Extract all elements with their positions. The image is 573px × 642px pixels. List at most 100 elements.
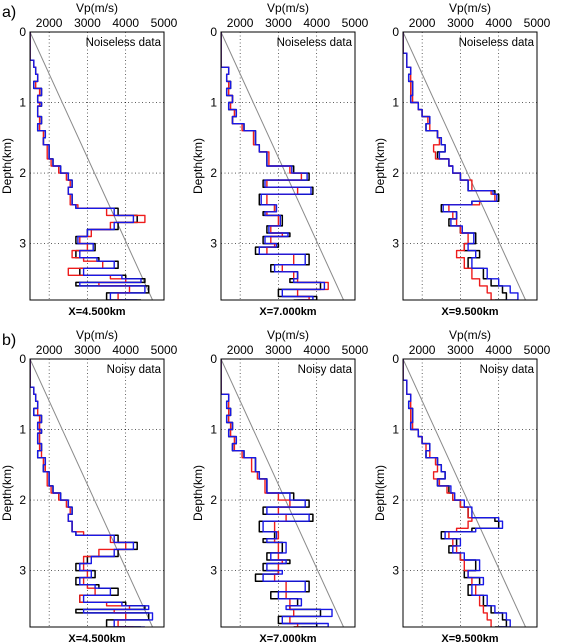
- panel-2-2-xtick-label-1: 3000: [265, 343, 292, 357]
- panel-2-2-annotation: Noisy data: [298, 364, 353, 376]
- panel-1-2-ytick-label-0: 0: [210, 25, 217, 39]
- panel-2-3-ylabel: Depth(km): [373, 465, 387, 521]
- panel-2-1-series-initial_inversion: [30, 359, 134, 627]
- panel-1-2-annotation: Noiseless data: [277, 37, 353, 49]
- panel-1-3-annotation: Noiseless data: [459, 37, 535, 49]
- panel-2-3-location-label: X=9.500km: [441, 633, 498, 642]
- panel-2-1-ytick-label-2: 2: [19, 493, 26, 507]
- panel-2-2-ytick-label-0: 0: [210, 352, 217, 366]
- panel-1-1-ytick-label-1: 1: [19, 96, 26, 110]
- panel-2-3-series-final_inversion: [403, 359, 511, 627]
- panel-grid: 2000 3000 4000 5000Vp(m/s)0123Depth(km)Nois…: [0, 1, 551, 642]
- panel-1-3-xtick-label-1: 3000: [447, 16, 474, 30]
- panel-2-1-frame: [29, 358, 165, 628]
- panel-2-1-xtick-label-1: 3000: [74, 343, 101, 357]
- panel-2-3-frame: [402, 358, 538, 628]
- panel-2-1-reference-line: [30, 359, 153, 627]
- panel-1-2-ytick-label-3: 3: [210, 237, 217, 251]
- panel-1-3-reference-line: [403, 32, 526, 300]
- panel-2-3-xlabel: Vp(m/s): [449, 328, 491, 342]
- panel-1-1-ytick-label-0: 0: [19, 25, 26, 39]
- panel-1-2-xtick-label-1: 3000: [265, 16, 292, 30]
- panel-2-3-ytick-label-1: 1: [392, 423, 399, 437]
- panel-1-2-xtick-label-0: 2000: [227, 16, 254, 30]
- panel-2-3-ytick-label-2: 2: [392, 493, 399, 507]
- panel-1-2-xlabel: Vp(m/s): [267, 1, 309, 15]
- panel-1-1-xtick-label-3: 5000: [151, 16, 178, 30]
- row-label-a: a): [2, 4, 16, 21]
- panel-2-3-annotation: Noisy data: [480, 364, 535, 376]
- panel-1-1: 2000 3000 4000 5000 Vp(m/s) 0 1 2 3 Depth(km) Nois…: [0, 1, 178, 318]
- panel-2-1-location-label: X=4.500km: [68, 633, 125, 642]
- panel-1-3-xlabel: Vp(m/s): [449, 1, 491, 15]
- panel-2-2-ylabel: Depth(km): [191, 465, 205, 521]
- panel-1-1-xtick-label-1: 3000: [74, 16, 101, 30]
- panel-2-1-ytick-label-1: 1: [19, 423, 26, 437]
- panel-1-3-xtick-label-3: 5000: [524, 16, 551, 30]
- panel-1-3-ytick-label-0: 0: [392, 25, 399, 39]
- panel-1-1-annotation: Noiseless data: [86, 37, 162, 49]
- panel-1-1-series-true_model: [30, 32, 150, 300]
- panel-1-2-series-final_inversion: [221, 32, 326, 300]
- panel-2-3-ytick-label-0: 0: [392, 352, 399, 366]
- panel-2-3-xtick-label-3: 5000: [524, 343, 551, 357]
- panel-2-2-xlabel: Vp(m/s): [267, 328, 309, 342]
- panel-2-1-xtick-label-3: 5000: [151, 343, 178, 357]
- panel-2-2-xtick-label-0: 2000: [227, 343, 254, 357]
- panel-1-2: 2000 3000 4000 5000 Vp(m/s) 0 1 2 3 Depth(km) Nois…: [191, 1, 369, 318]
- panel-2-3: 2000 3000 4000 5000 Vp(m/s) 0 1 2 3 Depth(km) Nois…: [373, 328, 551, 642]
- panel-2-2-ytick-label-2: 2: [210, 493, 217, 507]
- panel-1-3-location-label: X=9.500km: [441, 306, 498, 318]
- panel-2-3-reference-line: [403, 359, 526, 627]
- panel-1-3-series-final_inversion: [403, 32, 519, 300]
- panel-2-2-ytick-label-3: 3: [210, 564, 217, 578]
- panel-1-3-ylabel: Depth(km): [373, 138, 387, 194]
- panel-2-1-ytick-label-0: 0: [19, 352, 26, 366]
- panel-2-1-xtick-label-2: 4000: [112, 343, 139, 357]
- panel-2-3-xtick-label-0: 2000: [409, 343, 436, 357]
- panel-1-1-reference-line: [30, 32, 153, 300]
- panel-1-1-ylabel: Depth(km): [0, 138, 14, 194]
- panel-1-3-series-true_model: [403, 32, 508, 300]
- panel-2-1-series-true_model: [30, 359, 150, 627]
- panel-2-3-series-initial_inversion: [403, 359, 492, 627]
- panel-1-2-xtick-label-3: 5000: [342, 16, 369, 30]
- panel-1-2-frame: [220, 31, 356, 301]
- panel-2-1-xtick-label-0: 2000: [36, 343, 63, 357]
- panel-2-3-xtick-label-2: 4000: [485, 343, 512, 357]
- panel-2-2-series-final_inversion: [221, 359, 333, 627]
- panel-2-2: 2000 3000 4000 5000 Vp(m/s) 0 1 2 3 Depth(km) Nois…: [191, 328, 369, 642]
- panel-2-3-xtick-label-1: 3000: [447, 343, 474, 357]
- panel-1-1-xlabel: Vp(m/s): [76, 1, 118, 15]
- panel-2-1-series-final_inversion: [30, 359, 154, 627]
- panel-1-3-xtick-label-0: 2000: [409, 16, 436, 30]
- panel-2-1: 2000 3000 4000 5000 Vp(m/s) 0 1 2 3 Depth(km) Nois…: [0, 328, 178, 642]
- panel-1-3-ytick-label-1: 1: [392, 96, 399, 110]
- panel-1-1-frame: [29, 31, 165, 301]
- panel-1-1-xtick-label-0: 2000: [36, 16, 63, 30]
- panel-1-3: 2000 3000 4000 5000 Vp(m/s) 0 1 2 3 Depth(km) Nois…: [373, 1, 551, 318]
- panel-2-1-annotation: Noisy data: [107, 364, 162, 376]
- panel-2-1-ytick-label-3: 3: [19, 564, 26, 578]
- panel-2-1-xlabel: Vp(m/s): [76, 328, 118, 342]
- panel-1-2-ytick-label-2: 2: [210, 166, 217, 180]
- panel-1-3-frame: [402, 31, 538, 301]
- panel-1-1-ytick-label-3: 3: [19, 237, 26, 251]
- panel-2-2-xtick-label-3: 5000: [342, 343, 369, 357]
- panel-1-2-ytick-label-1: 1: [210, 96, 217, 110]
- panel-1-2-xtick-label-2: 4000: [303, 16, 330, 30]
- panel-1-1-xtick-label-2: 4000: [112, 16, 139, 30]
- panel-2-1-ylabel: Depth(km): [0, 465, 14, 521]
- panel-1-1-location-label: X=4.500km: [68, 306, 125, 318]
- panel-2-2-ytick-label-1: 1: [210, 423, 217, 437]
- panel-1-1-series-final_inversion: [30, 32, 146, 300]
- panel-1-2-ylabel: Depth(km): [191, 138, 205, 194]
- panel-2-3-ytick-label-3: 3: [392, 564, 399, 578]
- panel-2-2-frame: [220, 358, 356, 628]
- panel-1-1-ytick-label-2: 2: [19, 166, 26, 180]
- panel-2-2-location-label: X=7.000km: [259, 633, 316, 642]
- panel-1-2-location-label: X=7.000km: [259, 306, 316, 318]
- row-label-b: b): [2, 332, 16, 349]
- panel-1-3-xtick-label-2: 4000: [485, 16, 512, 30]
